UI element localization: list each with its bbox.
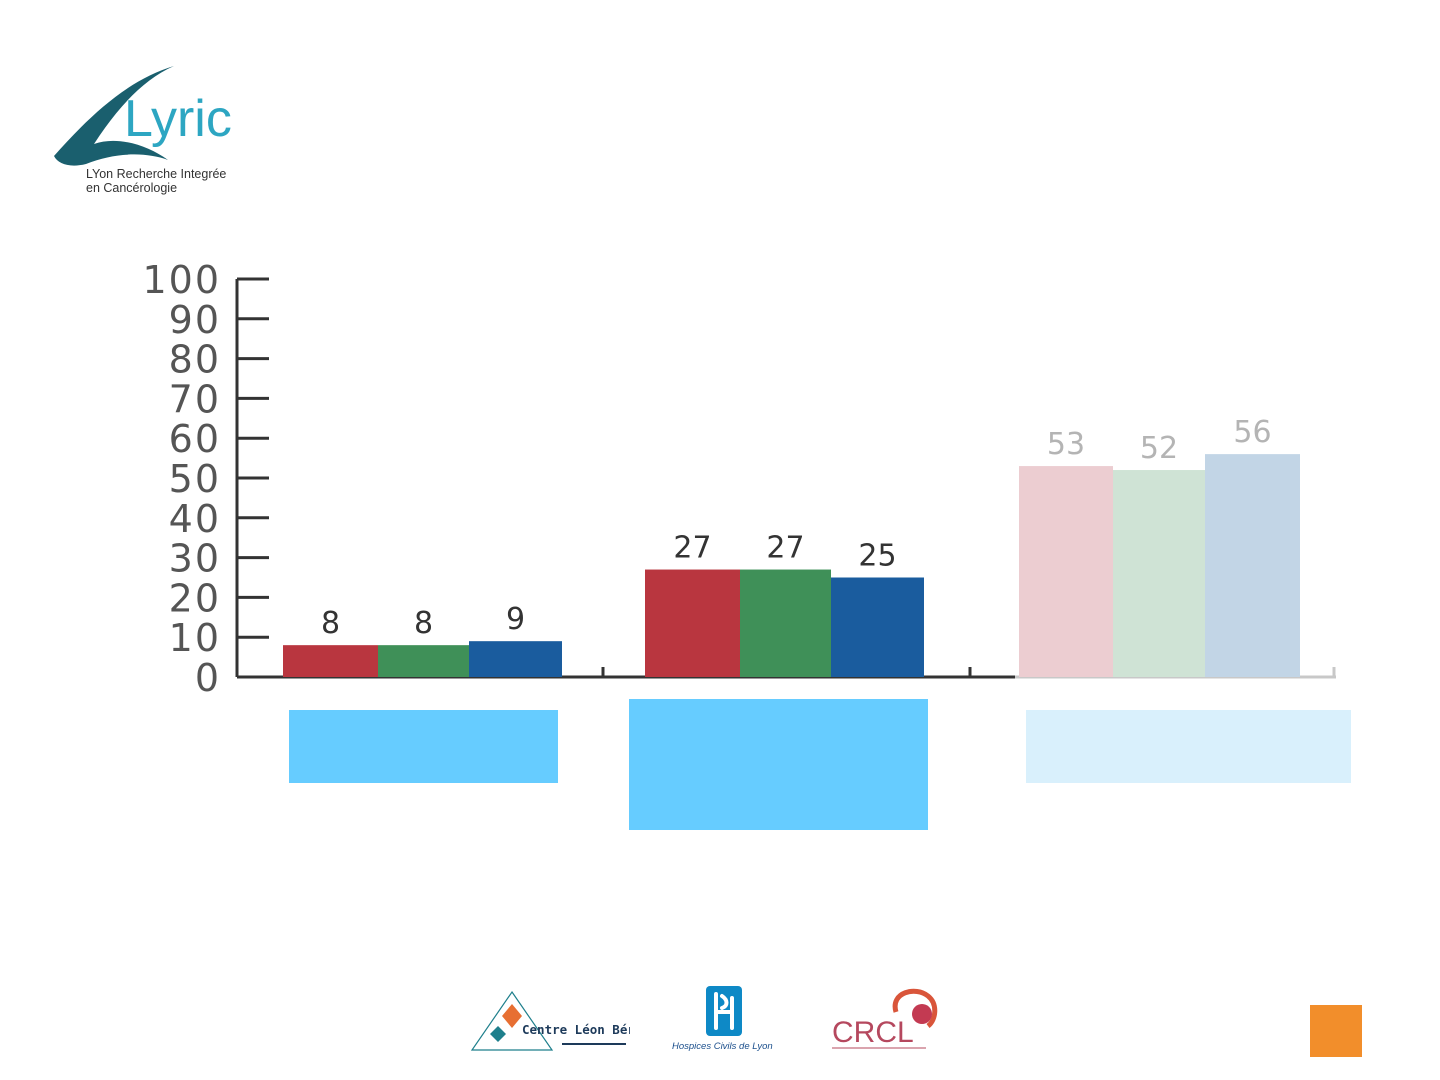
centre-leon-berard-logo: Centre Léon Bérard bbox=[470, 990, 630, 1051]
bar-data-label: 9 bbox=[506, 602, 525, 637]
bar bbox=[1019, 466, 1113, 677]
logo-swoosh bbox=[54, 66, 174, 166]
orange-corner-square bbox=[1310, 1005, 1362, 1057]
y-tick-label: 0 bbox=[195, 656, 221, 700]
bar bbox=[645, 569, 740, 677]
hospices-civils-de-lyon-logo: Hospices Civils de Lyon bbox=[672, 986, 773, 1052]
bar bbox=[831, 577, 924, 677]
logo-tagline-line1: LYon Recherche Integrée bbox=[86, 167, 226, 181]
y-tick-label: 80 bbox=[169, 338, 221, 382]
bar-data-label: 8 bbox=[321, 606, 340, 641]
bar bbox=[378, 645, 469, 677]
lyric-logo: Lyric LYon Recherche Integrée en Cancéro… bbox=[54, 66, 232, 195]
bar-data-label: 27 bbox=[766, 531, 804, 566]
logo-tagline-line2: en Cancérologie bbox=[86, 181, 177, 195]
y-tick-label: 20 bbox=[169, 576, 221, 620]
bar-data-label: 27 bbox=[673, 531, 711, 566]
bar-data-label: 53 bbox=[1047, 427, 1085, 462]
bar-data-label: 8 bbox=[414, 606, 433, 641]
bar-data-label: 56 bbox=[1233, 415, 1271, 450]
bar bbox=[1205, 454, 1300, 677]
y-tick-label: 60 bbox=[169, 417, 221, 461]
y-tick-label: 70 bbox=[169, 377, 221, 421]
category-box-3 bbox=[1026, 710, 1351, 783]
bar bbox=[1113, 470, 1205, 677]
y-tick-label: 30 bbox=[169, 537, 221, 581]
svg-text:Centre Léon Bérard: Centre Léon Bérard bbox=[522, 1022, 630, 1037]
bar bbox=[740, 569, 831, 677]
logo-wordmark: Lyric bbox=[124, 90, 232, 148]
crcl-logo: CRCL bbox=[832, 988, 938, 1049]
y-tick-label: 40 bbox=[169, 497, 221, 541]
y-tick-label: 50 bbox=[169, 457, 221, 501]
svg-text:CRCL: CRCL bbox=[832, 1016, 914, 1049]
category-box-2 bbox=[629, 699, 928, 830]
y-tick-label: 90 bbox=[169, 298, 221, 342]
svg-text:Hospices Civils de Lyon: Hospices Civils de Lyon bbox=[672, 1041, 773, 1052]
bar bbox=[469, 641, 562, 677]
bar-data-label: 25 bbox=[858, 539, 896, 574]
bar bbox=[283, 645, 378, 677]
category-box-1 bbox=[289, 710, 558, 783]
y-tick-label: 10 bbox=[169, 616, 221, 660]
bar-data-label: 52 bbox=[1140, 431, 1178, 466]
y-tick-label: 100 bbox=[142, 258, 221, 302]
